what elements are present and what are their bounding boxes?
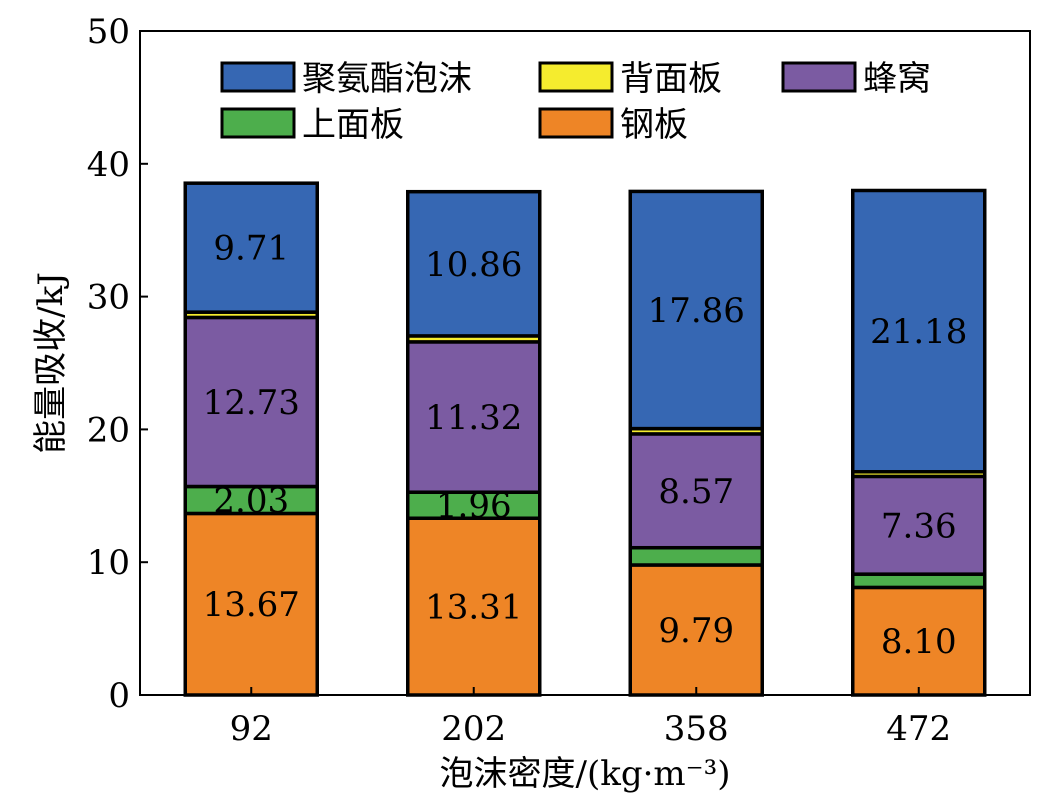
bar-segment-0-92 (183, 511, 319, 697)
bar-segment-1-472 (851, 572, 987, 590)
legend-swatch (220, 61, 296, 93)
legend-label: 聚氨酯泡沫 (302, 59, 472, 99)
data-label: 7.36 (881, 506, 957, 546)
legend-label: 蜂窝 (863, 59, 931, 99)
bar-segment-1-358 (628, 545, 764, 567)
y-axis-title: 能量吸收/kJ (31, 272, 71, 454)
legend-label: 上面板 (302, 105, 404, 145)
bar-segment-2-472 (851, 474, 987, 576)
data-label: 12.73 (203, 383, 300, 423)
data-label: 13.67 (203, 585, 300, 625)
bar-segment-4-358 (628, 189, 764, 431)
bar-segment-1-92 (183, 484, 319, 516)
bar-segment-4-92 (183, 181, 319, 314)
plot-frame (139, 30, 1031, 696)
legend-label: 钢板 (620, 105, 688, 145)
x-axis-title: 泡沫密度/(kg·m⁻³) (440, 754, 731, 794)
y-tick-label: 40 (87, 145, 130, 185)
data-label: 13.31 (425, 588, 522, 628)
legend-label: 背面板 (620, 59, 722, 99)
y-tick-label: 50 (87, 12, 130, 52)
bars-layer (183, 181, 987, 697)
y-tick-label: 20 (87, 410, 130, 450)
data-label: 9.71 (213, 229, 289, 269)
data-label: 10.86 (425, 245, 522, 285)
data-label: 1.96 (436, 486, 512, 526)
axes-layer: 92 202 358 472 0 10 20 30 40 50 泡沫密度/(kg·m⁻³) 能量吸收/… (31, 12, 1031, 794)
bar-segment-1-202 (406, 490, 542, 520)
data-label: 2.03 (213, 481, 289, 521)
data-label: 8.10 (881, 622, 957, 662)
data-label: 11.32 (425, 398, 522, 438)
data-labels-layer: 13.67 2.03 12.73 9.71 13.31 1.96 11.32 10.86 9.7… (203, 229, 968, 663)
x-tick-label: 202 (441, 709, 506, 749)
bar-segment-4-472 (851, 188, 987, 474)
x-tick-label: 472 (886, 709, 951, 749)
y-tick-label: 10 (87, 543, 130, 583)
data-label: 8.57 (658, 472, 734, 512)
bar-segment-0-358 (628, 563, 764, 697)
data-label: 17.86 (648, 291, 745, 331)
bar-segment-2-358 (628, 432, 764, 550)
legend-swatch (781, 61, 857, 93)
y-tick-label: 0 (108, 676, 130, 716)
data-label: 9.79 (658, 611, 734, 651)
x-tick-label: 358 (664, 709, 729, 749)
legend-swatch (220, 107, 296, 139)
bar-segment-0-472 (851, 585, 987, 697)
legend-swatch (538, 61, 614, 93)
y-tick-label: 30 (87, 278, 130, 318)
bar-segment-2-202 (406, 340, 542, 494)
data-label: 21.18 (870, 312, 967, 352)
x-tick-label: 92 (230, 709, 273, 749)
legend-swatch (538, 107, 614, 139)
bar-segment-4-202 (406, 189, 542, 338)
